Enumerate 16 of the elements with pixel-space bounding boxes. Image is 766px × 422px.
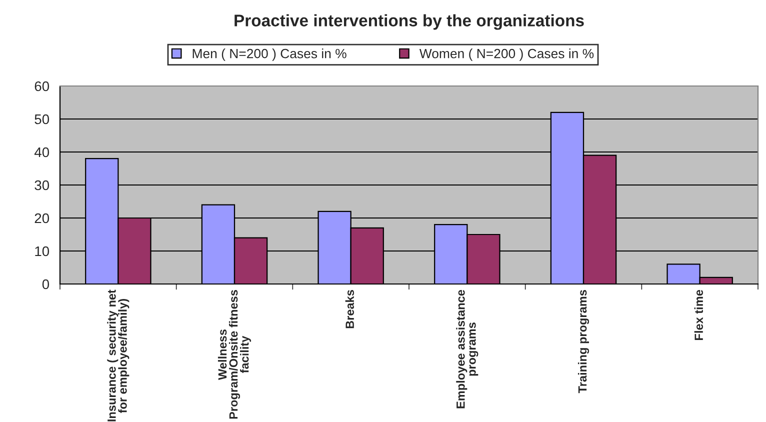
legend-label: Women ( N=200 ) Cases in % <box>419 48 594 61</box>
y-tick-label: 40 <box>34 147 50 158</box>
x-tick-label: Training programs <box>578 290 590 394</box>
x-tick-label: Wellness Program/Onsite fitness facility <box>218 290 252 419</box>
legend-label: Men ( N=200 ) Cases in % <box>192 48 346 61</box>
chart-title: Proactive interventions by the organizations <box>234 14 584 30</box>
x-tick-label: Employee assistance programs <box>456 290 478 408</box>
y-tick-label: 0 <box>42 279 50 290</box>
y-tick-label: 30 <box>34 180 50 190</box>
x-tick-label: Flex time <box>694 290 703 340</box>
y-tick-label: 20 <box>34 213 50 224</box>
y-tick-label: 10 <box>35 246 50 256</box>
y-tick-label: 60 <box>34 81 50 92</box>
x-tick-label: Insurance ( security net for employee/family) <box>107 290 130 422</box>
x-tick-label: Breaks <box>345 290 354 328</box>
y-tick-label: 50 <box>34 114 50 124</box>
